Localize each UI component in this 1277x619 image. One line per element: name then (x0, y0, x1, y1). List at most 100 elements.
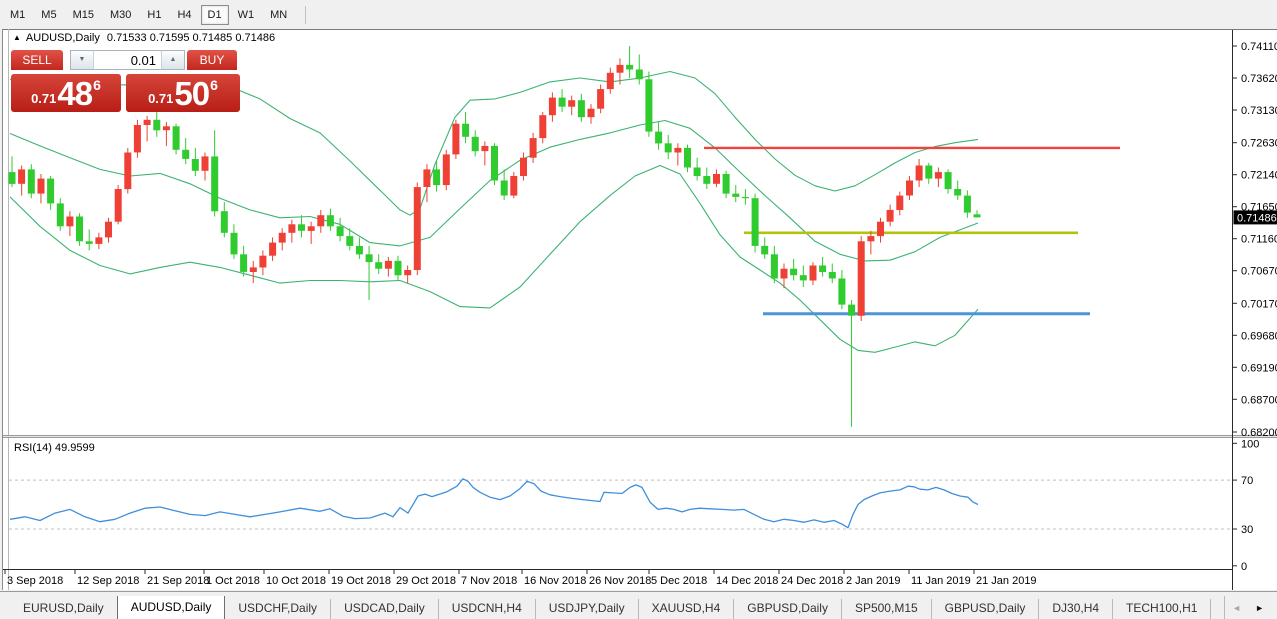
timeframe-button-m1[interactable]: M1 (10, 8, 26, 21)
candle (307, 221, 315, 244)
candle-body (635, 69, 643, 80)
candle (703, 167, 711, 189)
candle (404, 265, 412, 284)
candle (56, 198, 64, 231)
candle (819, 257, 827, 277)
candle (394, 255, 402, 281)
chart-tab-tech100-h1[interactable]: TECH100,H1 (1112, 599, 1210, 619)
timeframe-button-m5[interactable]: M5 (41, 8, 57, 21)
timeframe-button-d1[interactable]: D1 (200, 4, 229, 25)
candle (85, 229, 93, 251)
candle (626, 46, 634, 78)
candle-body (655, 131, 663, 144)
timeframe-button-h1[interactable]: H1 (147, 8, 162, 21)
candle-body (529, 138, 537, 158)
symbol-name: AUDUSD,Daily (25, 32, 100, 44)
timeframe-button-m15[interactable]: M15 (72, 8, 94, 21)
candle (954, 180, 962, 201)
rsi-tick-label: 0 (1241, 561, 1247, 573)
candle-body (298, 224, 305, 231)
candle-body (616, 64, 624, 73)
sell-price-panel[interactable]: 0.71 48 6 (11, 74, 121, 112)
candle-body (539, 115, 547, 139)
chart-tab-gbpusd-daily[interactable]: GBPUSD,Daily (733, 599, 841, 619)
candle-body (722, 174, 730, 194)
date-tick-label: 21 Sep 2018 (147, 575, 209, 587)
candle (809, 262, 817, 285)
current-price-tag (1233, 210, 1277, 225)
chart-tab-sp500-m15[interactable]: SP500,M15 (840, 599, 931, 619)
candle (664, 134, 672, 159)
candle-body (944, 172, 952, 190)
candle (365, 245, 373, 301)
candle (211, 130, 219, 217)
price-axis[interactable]: 0.741100.736200.731300.726300.721400.716… (1232, 41, 1277, 439)
candle-body (143, 119, 151, 125)
buy-button[interactable]: BUY (187, 50, 237, 70)
candle (452, 119, 460, 159)
candle-body (37, 178, 45, 194)
date-tick-label: 19 Oct 2018 (331, 575, 391, 587)
price-tick-label: 0.69680 (1241, 330, 1277, 342)
chart-tab-audusd-daily[interactable]: AUDUSD,Daily (116, 596, 226, 619)
candle (346, 228, 354, 251)
timeframe-button-m30[interactable]: M30 (109, 8, 132, 21)
chart-tab-gbpusd-daily[interactable]: GBPUSD,Daily (930, 599, 1039, 619)
candle (481, 141, 489, 166)
volume-increase-button[interactable]: ▲ (162, 50, 185, 70)
candle-body (973, 214, 981, 218)
candle-body (452, 123, 460, 155)
candle-body (162, 126, 170, 131)
candle (191, 147, 199, 176)
candle-body (220, 211, 228, 233)
candle (732, 185, 740, 203)
candle-body (384, 260, 392, 269)
chart-tab-usdjpy-daily[interactable]: USDJPY,Daily (534, 599, 638, 619)
scroll-right-icon[interactable]: ► (1255, 602, 1264, 613)
expand-triangle-icon[interactable]: ▲ (13, 33, 21, 42)
candle (153, 112, 161, 137)
timeframe-button-h4[interactable]: H4 (177, 8, 192, 21)
chart-tab-ukoil-h1[interactable]: UKOil,H1 (1210, 599, 1224, 619)
candle-body (491, 145, 498, 181)
candle-body (191, 159, 199, 171)
volume-decrease-button[interactable]: ▼ (70, 50, 93, 70)
chart-tab-usdcnh-h4[interactable]: USDCNH,H4 (437, 599, 535, 619)
candle (867, 230, 875, 255)
chart-tab-xauusd-h4[interactable]: XAUUSD,H4 (637, 599, 734, 619)
candle-body (240, 254, 248, 272)
candle (529, 132, 537, 163)
date-tick-label: 24 Dec 2018 (781, 575, 843, 587)
candle-body (877, 221, 884, 237)
candle (95, 232, 103, 250)
pane-splitter[interactable] (3, 435, 1277, 438)
scroll-left-icon[interactable]: ◄ (1232, 602, 1242, 613)
candle (616, 58, 624, 85)
candle (269, 237, 277, 261)
chart-tab-dj30-h4[interactable]: DJ30,H4 (1038, 599, 1112, 619)
candle (172, 123, 180, 155)
timeframe-toolbar: M1 M5 M15 M30 H1 H4 D1 W1 MN (0, 0, 1277, 29)
candle (741, 189, 749, 205)
sell-button[interactable]: SELL (11, 50, 63, 70)
timeframe-button-w1[interactable]: W1 (237, 8, 255, 21)
candle (944, 169, 952, 194)
candle-body (336, 226, 344, 237)
price-tick-label: 0.71160 (1241, 234, 1277, 246)
candle-body (326, 215, 334, 227)
candle-body (577, 100, 585, 118)
chart-tab-usdchf-daily[interactable]: USDCHF,Daily (238, 601, 318, 615)
timeframe-button-mn[interactable]: MN (270, 8, 288, 21)
buy-price-panel[interactable]: 0.71 50 6 (126, 74, 240, 112)
chart-tab-eurusd-daily[interactable]: EURUSD,Daily (23, 601, 104, 615)
date-tick-label: 21 Jan 2019 (976, 575, 1037, 587)
date-tick-label: 10 Oct 2018 (266, 575, 326, 587)
volume-input[interactable] (93, 50, 162, 70)
candles-layer (8, 46, 981, 427)
candle-body (587, 108, 595, 118)
candle-body (838, 278, 846, 305)
chart-tab-usdcad-daily[interactable]: USDCAD,Daily (330, 599, 438, 619)
candle (423, 164, 431, 203)
